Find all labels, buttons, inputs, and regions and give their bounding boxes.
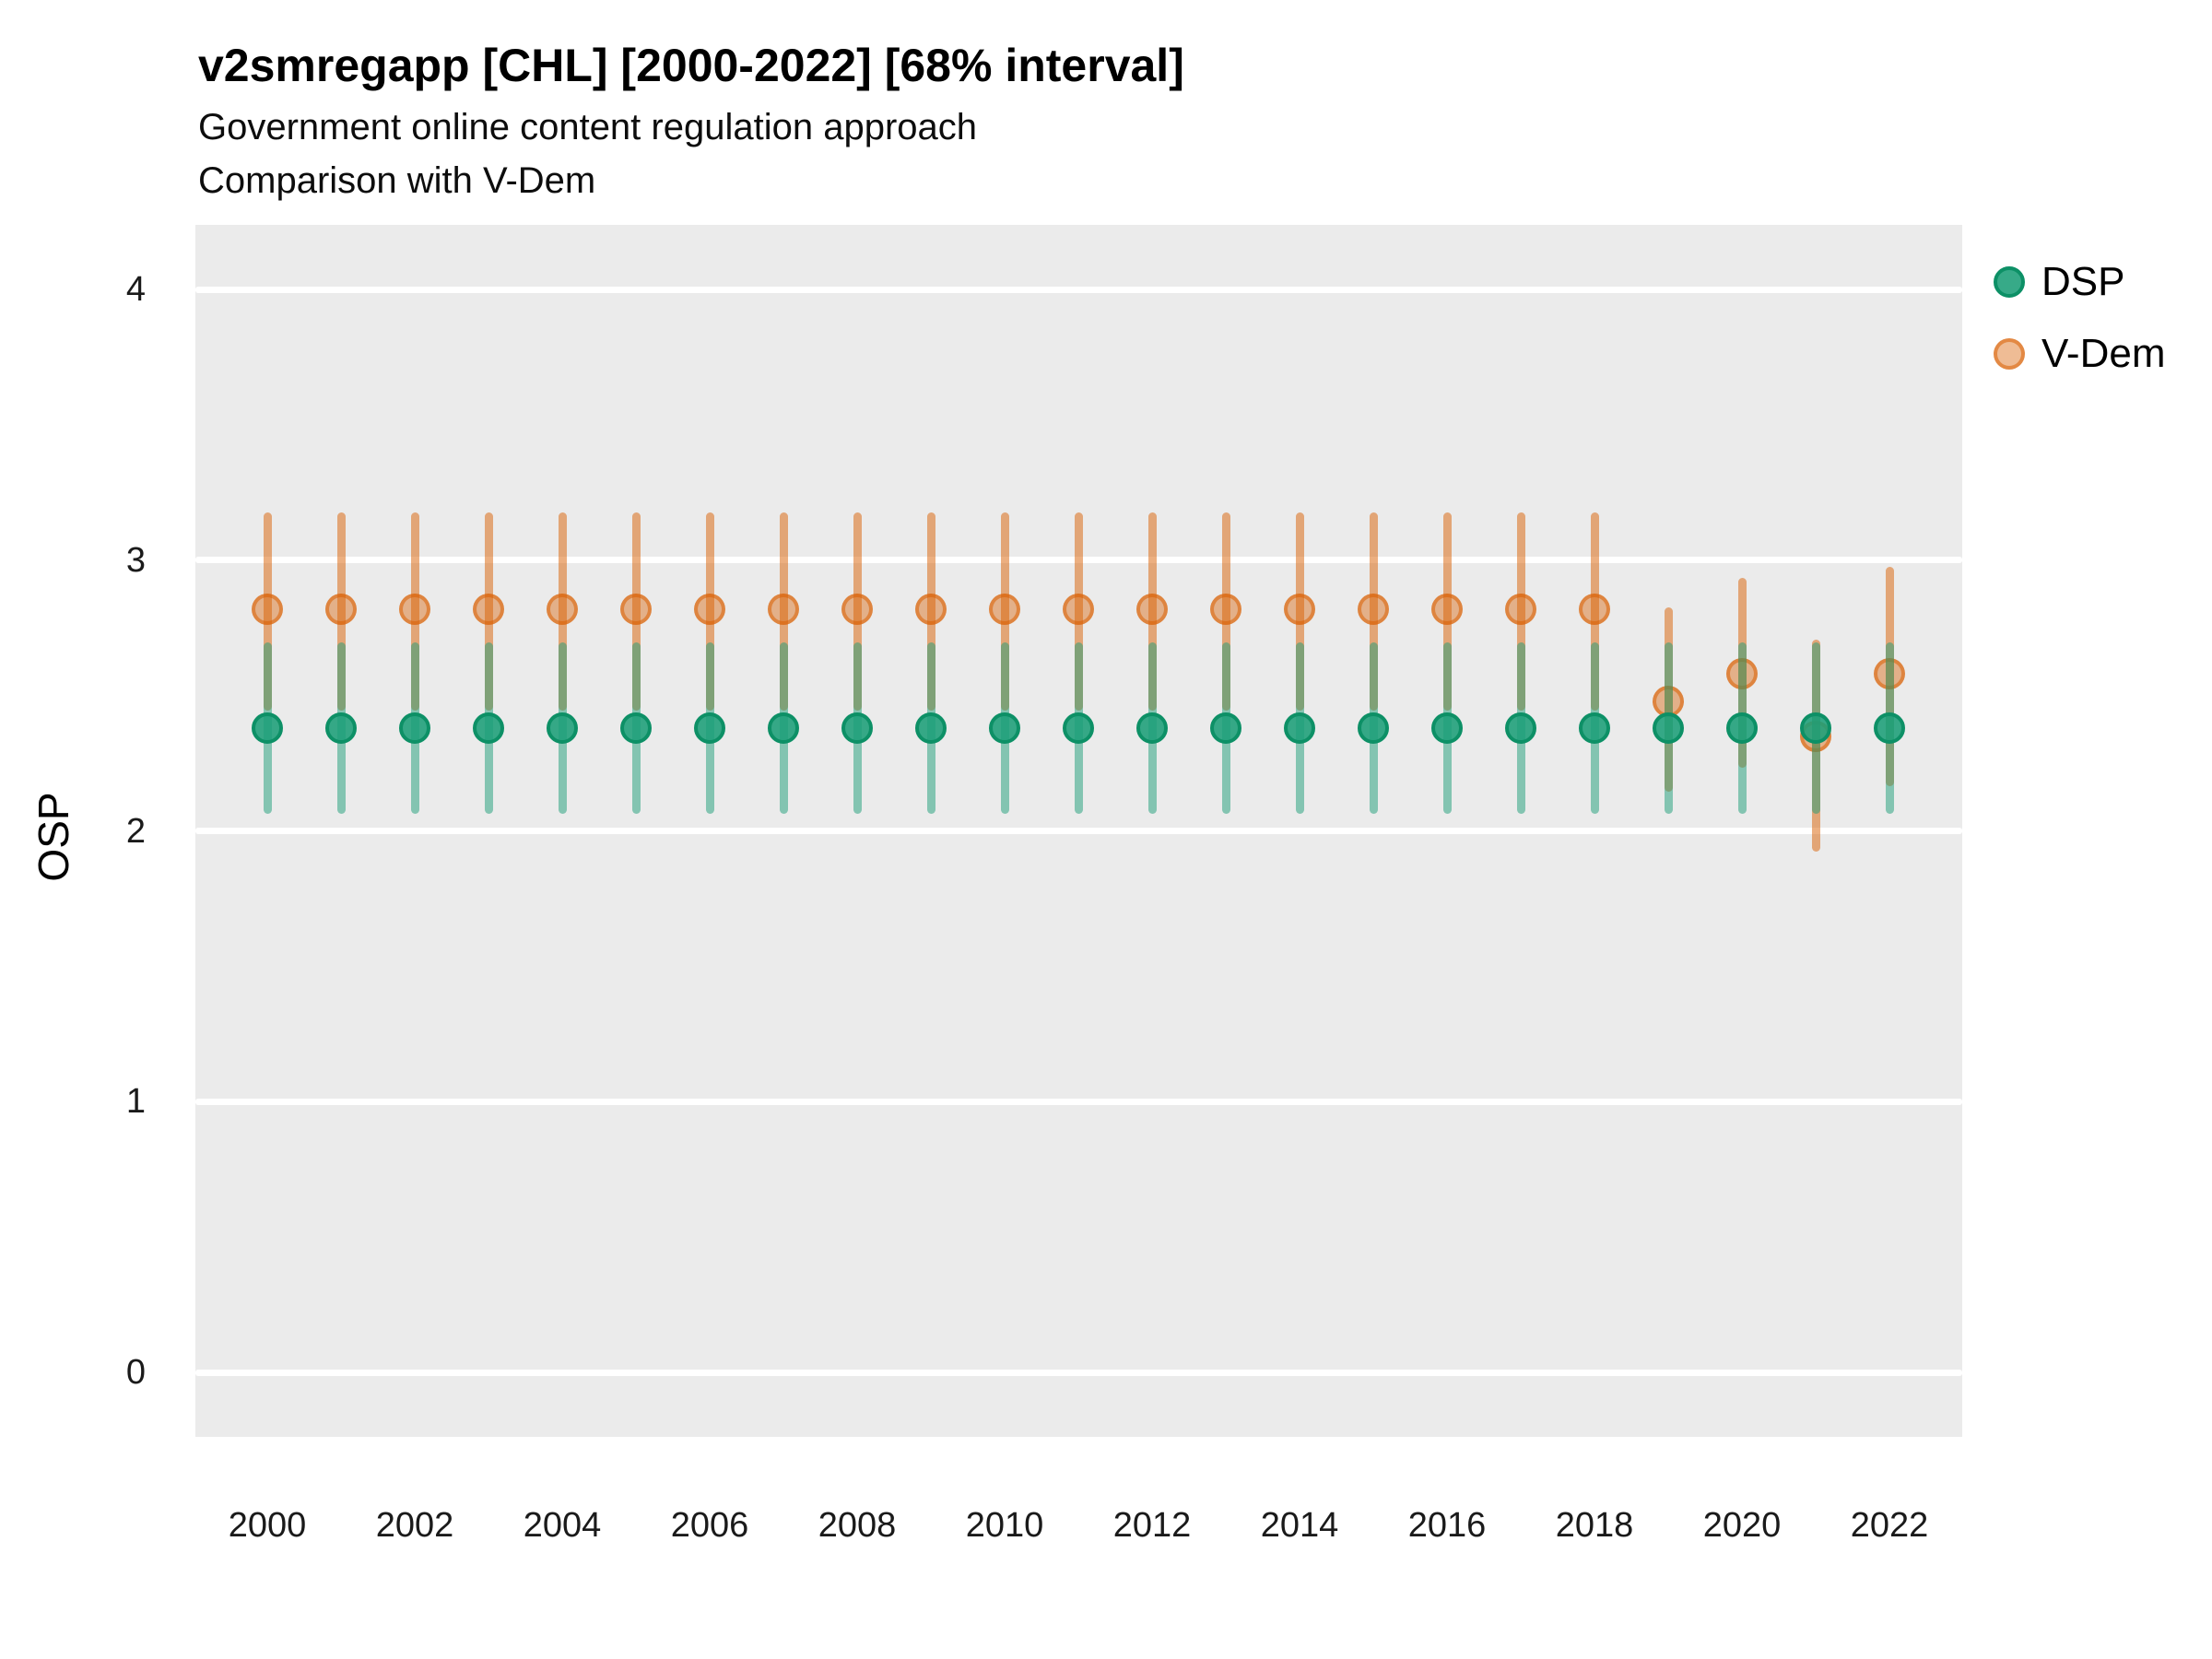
y-tick-label: 2	[125, 811, 146, 851]
vdem-point	[252, 593, 283, 625]
vdem-point	[620, 593, 652, 625]
x-tick-label: 2004	[523, 1506, 602, 1545]
x-tick-label: 2014	[1260, 1506, 1339, 1545]
y-tick-label: 0	[125, 1353, 146, 1392]
dsp-point	[768, 712, 799, 744]
vdem-point	[1210, 593, 1241, 625]
legend-label-vdem: V-Dem	[2041, 331, 2166, 376]
dsp-point	[473, 712, 504, 744]
x-tick-label: 2020	[1702, 1506, 1782, 1545]
vdem-point	[915, 593, 947, 625]
dsp-point	[1874, 712, 1905, 744]
y-tick-label: 3	[125, 540, 146, 580]
vdem-point	[1358, 593, 1389, 625]
vdem-point	[399, 593, 430, 625]
legend-item-vdem: V-Dem	[1994, 331, 2165, 377]
vdem-point	[1431, 593, 1463, 625]
vdem-point	[1136, 593, 1168, 625]
chart-subtitle: Government online content regulation app…	[198, 107, 977, 147]
dsp-point	[1800, 712, 1831, 744]
dsp-point	[1358, 712, 1389, 744]
chart-subtitle-comparison: Comparison with V-Dem	[198, 160, 596, 201]
vdem-point	[694, 593, 725, 625]
dsp-point	[694, 712, 725, 744]
dsp-point	[1284, 712, 1315, 744]
dsp-point	[915, 712, 947, 744]
dsp-point	[399, 712, 430, 744]
vdem-point	[473, 593, 504, 625]
vdem-point	[1579, 593, 1610, 625]
x-tick-label: 2000	[228, 1506, 307, 1545]
legend: DSP V-Dem	[1994, 259, 2165, 377]
gridline	[195, 828, 1962, 835]
x-tick-label: 2012	[1112, 1506, 1192, 1545]
vdem-point	[1505, 593, 1536, 625]
gridline	[195, 1369, 1962, 1376]
dsp-legend-dot-icon	[1994, 266, 2025, 298]
gridline	[195, 286, 1962, 293]
vdem-point	[768, 593, 799, 625]
x-tick-label: 2018	[1555, 1506, 1634, 1545]
x-tick-label: 2010	[965, 1506, 1044, 1545]
dsp-point	[1136, 712, 1168, 744]
x-tick-label: 2022	[1850, 1506, 1929, 1545]
gridline	[195, 1098, 1962, 1105]
vdem-point	[1284, 593, 1315, 625]
vdem-point	[1063, 593, 1094, 625]
dsp-point	[620, 712, 652, 744]
dsp-point	[1579, 712, 1610, 744]
dsp-point	[1431, 712, 1463, 744]
x-tick-label: 2006	[670, 1506, 749, 1545]
dsp-point	[1063, 712, 1094, 744]
dsp-point	[989, 712, 1020, 744]
dsp-point	[252, 712, 283, 744]
y-tick-label: 1	[125, 1082, 146, 1122]
legend-item-dsp: DSP	[1994, 259, 2165, 305]
dsp-point	[325, 712, 357, 744]
dsp-point	[1210, 712, 1241, 744]
dsp-point	[1653, 712, 1684, 744]
legend-label-dsp: DSP	[2041, 259, 2125, 304]
vdem-point	[989, 593, 1020, 625]
x-tick-label: 2008	[818, 1506, 897, 1545]
vdem-legend-dot-icon	[1994, 338, 2025, 370]
dsp-point	[547, 712, 578, 744]
dsp-point	[1726, 712, 1758, 744]
vdem-point	[841, 593, 873, 625]
y-tick-label: 4	[125, 270, 146, 310]
page-title: v2smregapp [CHL] [2000-2022] [68% interv…	[198, 40, 1184, 91]
x-tick-label: 2016	[1407, 1506, 1487, 1545]
vdem-point	[325, 593, 357, 625]
dsp-point	[1505, 712, 1536, 744]
dsp-point	[841, 712, 873, 744]
x-tick-label: 2002	[375, 1506, 454, 1545]
vdem-point	[547, 593, 578, 625]
